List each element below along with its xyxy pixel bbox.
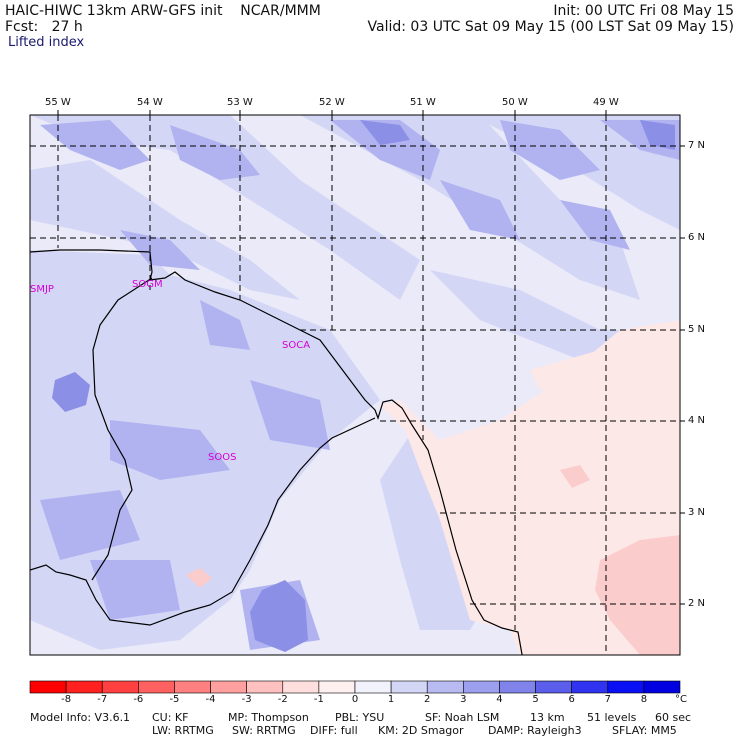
legend-color-box	[138, 680, 175, 694]
legend-color-box	[571, 680, 609, 694]
lon-label: 55 W	[45, 97, 71, 108]
field-name: Lifted index	[8, 35, 85, 50]
legend-tick-label: -2	[277, 694, 288, 705]
map-frame	[29, 114, 681, 656]
legend-color-box	[535, 680, 572, 694]
lon-label: 53 W	[227, 97, 253, 108]
legend-tick-label: 7	[604, 694, 611, 705]
station-label-sogm: SOGM	[132, 279, 163, 290]
legend-colorbar	[29, 680, 681, 694]
legend-color-box	[29, 680, 67, 694]
legend-color-box	[607, 680, 645, 694]
legend-tick-label: 4	[496, 694, 503, 705]
legend-tick-label: 5	[532, 694, 539, 705]
footer-surface-layer: SFLAY: MM5	[612, 724, 677, 737]
legend-color-box	[282, 680, 320, 694]
legend-tick-label: 3	[460, 694, 467, 705]
footer-damping: DAMP: Rayleigh3	[488, 724, 582, 737]
legend-color-box	[318, 680, 356, 694]
mid-pink-patches	[186, 465, 680, 655]
legend-color-box	[390, 680, 428, 694]
tick-marks	[57, 110, 685, 605]
legend-tick-label: -4	[205, 694, 216, 705]
station-label-soca: SOCA	[282, 340, 311, 351]
footer-diffusion: DIFF: full	[310, 724, 358, 737]
model-title: HAIC-HIWC 13km ARW-GFS init NCAR/MMM	[5, 3, 321, 19]
lat-label: 7 N	[688, 140, 706, 151]
legend-color-box	[174, 680, 211, 694]
legend-unit: °C	[675, 694, 687, 705]
graticule	[30, 115, 680, 655]
lon-label: 49 W	[593, 97, 619, 108]
lon-label: 51 W	[410, 97, 436, 108]
legend-tick-label: 2	[424, 694, 431, 705]
lat-label: 2 N	[688, 598, 706, 609]
legend-color-box	[210, 680, 247, 694]
lat-label: 5 N	[688, 324, 706, 335]
legend-tick-label: 1	[387, 694, 395, 705]
footer-km: KM: 2D Smagor	[378, 724, 464, 737]
station-label-soos: SOOS	[208, 452, 237, 463]
legend-tick-label: -6	[133, 694, 144, 705]
lat-label: 4 N	[688, 415, 706, 426]
footer-levels: 51 levels	[587, 711, 637, 724]
legend-color-box	[643, 680, 681, 694]
legend-color-box	[463, 680, 500, 694]
lon-label: 50 W	[502, 97, 528, 108]
lat-label: 3 N	[688, 507, 706, 518]
legend-color-box	[65, 680, 103, 694]
lifted-index-field	[30, 115, 680, 655]
legend-tick-label: -5	[169, 694, 180, 705]
footer-model-info: Model Info: V3.6.1	[30, 711, 131, 724]
init-time: Init: 00 UTC Fri 08 May 15	[553, 3, 734, 19]
valid-time: Valid: 03 UTC Sat 09 May 15 (00 LST Sat …	[367, 19, 734, 35]
footer-resolution: 13 km	[530, 711, 565, 724]
footer-surface: SF: Noah LSM	[425, 711, 500, 724]
footer-microphysics: MP: Thompson	[228, 711, 309, 724]
footer-longwave: LW: RRTMG	[152, 724, 214, 737]
legend-tick-label: -7	[97, 694, 108, 705]
lon-label: 52 W	[319, 97, 345, 108]
footer-pbl: PBL: YSU	[335, 711, 385, 724]
legend-color-box	[499, 680, 536, 694]
legend-color-box	[426, 680, 464, 694]
legend-tick-label: -1	[313, 694, 324, 705]
dark-blue-patches	[52, 120, 675, 652]
lon-label: 54 W	[137, 97, 163, 108]
legend-color-box	[246, 680, 284, 694]
legend-tick-label: 8	[640, 694, 648, 705]
footer-cumulus: CU: KF	[152, 711, 189, 724]
forecast-hour: Fcst: 27 h	[5, 19, 83, 35]
station-label-smjp: SMJP	[30, 284, 54, 295]
legend-color-box	[354, 680, 392, 694]
legend-color-box	[101, 680, 139, 694]
footer-timestep: 60 sec	[655, 711, 692, 724]
legend-tick-label: -8	[61, 694, 72, 705]
lat-label: 6 N	[688, 232, 706, 243]
legend-tick-label: -3	[241, 694, 252, 705]
footer-shortwave: SW: RRTMG	[232, 724, 296, 737]
legend-tick-label: 6	[568, 694, 575, 705]
legend-tick-label: 0	[351, 694, 359, 705]
